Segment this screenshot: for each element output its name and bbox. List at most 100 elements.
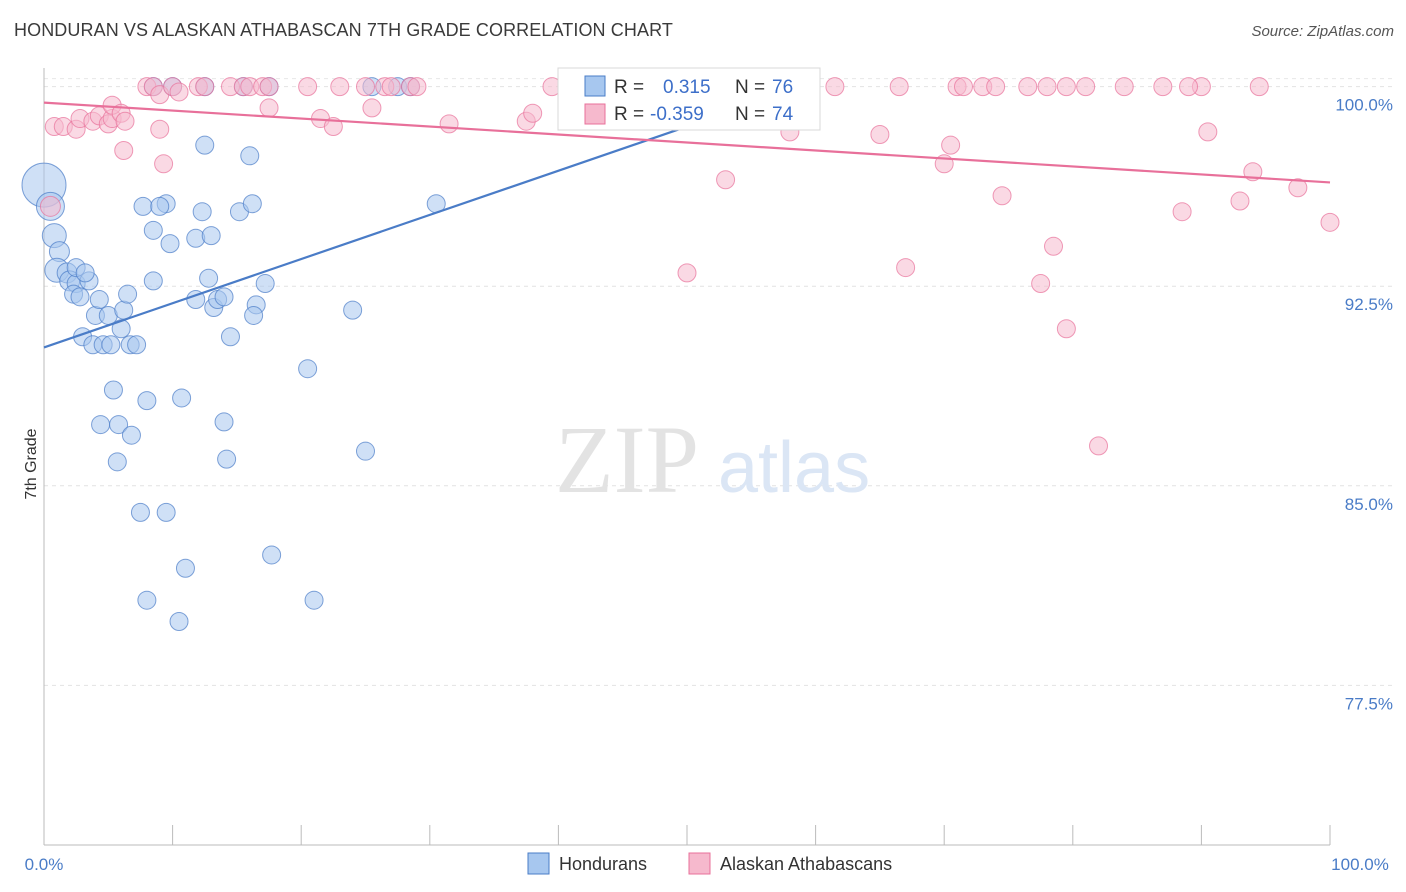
data-point (298, 77, 318, 97)
data-point (262, 545, 282, 565)
data-point (109, 415, 129, 435)
data-point (356, 441, 375, 461)
data-point (439, 114, 459, 134)
data-point (298, 359, 318, 379)
data-point (244, 305, 264, 325)
legend-box: R = 0.315 N = 76 R = -0.359 N = 74 (557, 67, 821, 131)
data-point (1172, 202, 1192, 222)
legend-r-label: R = (614, 104, 644, 125)
data-point (214, 412, 234, 432)
data-point (255, 274, 275, 294)
data-point (343, 300, 363, 320)
data-point (143, 271, 163, 291)
data-point (1037, 77, 1057, 97)
grid-lines (44, 78, 1395, 686)
data-point (953, 77, 973, 97)
data-point (114, 140, 134, 160)
bottom-legend: Hondurans Alaskan Athabascans (527, 852, 892, 875)
data-point (356, 77, 375, 97)
data-point (214, 287, 234, 307)
data-point (150, 196, 170, 216)
data-point (160, 234, 180, 254)
data-point (896, 258, 916, 278)
legend-swatch-hondurans (584, 75, 606, 97)
data-point (121, 425, 141, 445)
watermark-atlas: atlas (718, 428, 870, 508)
data-point (75, 263, 95, 283)
data-point (1179, 77, 1199, 97)
data-point (107, 452, 127, 472)
data-point (154, 154, 174, 174)
data-point (1230, 191, 1250, 211)
data-point (304, 590, 324, 610)
legend-r-label: R = (614, 77, 644, 98)
data-point (156, 502, 176, 522)
watermark-zip: ZIP (555, 406, 699, 513)
series-athabascans-points (39, 77, 1340, 456)
legend-n-value-hondurans: 76 (772, 77, 793, 98)
data-point (381, 77, 401, 97)
legend-n-value-athabascans: 74 (772, 104, 794, 125)
x-tick-labels: 0.0% 100.0% (25, 855, 1389, 874)
data-point (137, 391, 157, 411)
data-point (242, 194, 262, 214)
data-point (127, 335, 147, 355)
data-point (523, 103, 543, 123)
chart-title: HONDURAN VS ALASKAN ATHABASCAN 7TH GRADE… (14, 20, 673, 40)
data-point (330, 77, 350, 97)
data-point (1018, 77, 1038, 97)
data-point (220, 327, 240, 347)
trend-line-hondurans (43, 125, 688, 349)
data-point (986, 77, 1006, 97)
data-point (259, 77, 279, 97)
data-point (716, 170, 736, 190)
data-point (1044, 236, 1064, 256)
y-tick-label: 77.5% (1345, 694, 1393, 713)
data-point (825, 77, 845, 97)
legend-n-label: N = (735, 104, 765, 125)
data-point (1249, 77, 1269, 97)
data-point (39, 195, 61, 217)
data-point (941, 135, 961, 155)
data-point (101, 335, 121, 355)
data-point (889, 77, 909, 97)
legend-swatch-athabascans (584, 103, 606, 125)
data-point (172, 388, 192, 408)
bottom-legend-hondurans: Hondurans (559, 854, 647, 874)
data-point (1320, 212, 1340, 232)
data-point (175, 558, 195, 578)
data-point (217, 449, 237, 469)
data-point (169, 82, 189, 102)
data-point (137, 590, 157, 610)
y-tick-labels: 77.5% 85.0% 92.5% 100.0% (1335, 96, 1393, 714)
y-tick-label: 92.5% (1345, 295, 1393, 314)
series-hondurans-points (21, 77, 588, 631)
legend-n-label: N = (735, 77, 765, 98)
source-label: Source: ZipAtlas.com (1251, 23, 1394, 40)
data-point (91, 415, 111, 435)
data-point (1288, 178, 1308, 198)
data-point (870, 125, 890, 145)
data-point (992, 186, 1012, 206)
data-point (130, 502, 150, 522)
data-point (169, 611, 189, 631)
data-point (103, 380, 123, 400)
data-point (677, 263, 697, 283)
data-point (323, 117, 343, 137)
data-point (199, 268, 219, 288)
data-point (143, 220, 163, 240)
x-tick-label-max: 100.0% (1331, 855, 1389, 874)
data-point (1056, 319, 1076, 339)
data-point (1076, 77, 1096, 97)
data-point (89, 290, 109, 310)
data-point (70, 287, 90, 307)
data-point (115, 111, 135, 131)
data-point (114, 300, 134, 320)
data-point (1153, 77, 1173, 97)
legend-r-value-hondurans: 0.315 (663, 77, 711, 98)
data-point (1114, 77, 1134, 97)
data-point (118, 284, 138, 304)
data-point (195, 135, 215, 155)
bottom-legend-swatch-hondurans (527, 852, 550, 875)
